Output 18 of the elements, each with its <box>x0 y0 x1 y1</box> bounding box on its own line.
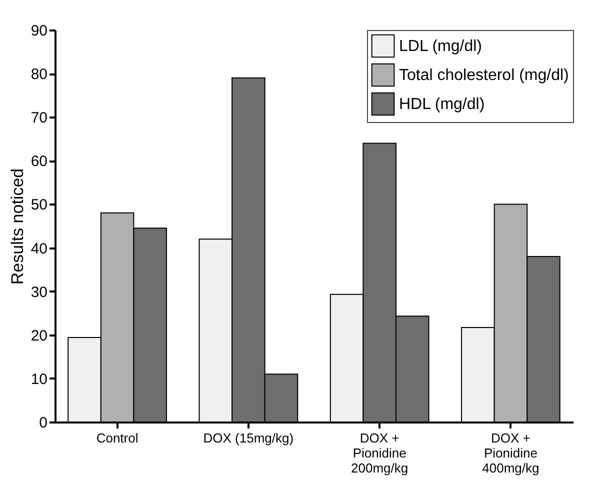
y-axis-title: Results noticed <box>8 168 27 285</box>
y-tick-label: 40 <box>30 240 48 258</box>
y-tick-label: 90 <box>30 22 48 40</box>
x-tick-label: DOX (15mg/kg) <box>203 430 294 446</box>
y-tick-label: 70 <box>30 110 48 127</box>
y-tick-label: 50 <box>30 196 48 214</box>
y-tick-label: 20 <box>30 327 48 344</box>
y-tick-label: 0 <box>39 414 48 432</box>
x-tick-label: DOX + Pionidine 400mg/kg <box>482 430 540 476</box>
legend-label: LDL (mg/dl) <box>399 38 482 55</box>
legend-label: Total cholesterol (mg/dl) <box>399 67 569 84</box>
y-tick-label: 60 <box>30 153 48 170</box>
y-tick-label: 30 <box>30 284 48 301</box>
legend-label: HDL (mg/dl) <box>399 96 485 113</box>
x-tick-label: Control <box>96 430 138 446</box>
y-tick-label: 80 <box>30 66 48 84</box>
x-tick-label: DOX + Pionidine 200mg/kg <box>351 430 408 476</box>
y-tick-label: 10 <box>30 370 48 388</box>
